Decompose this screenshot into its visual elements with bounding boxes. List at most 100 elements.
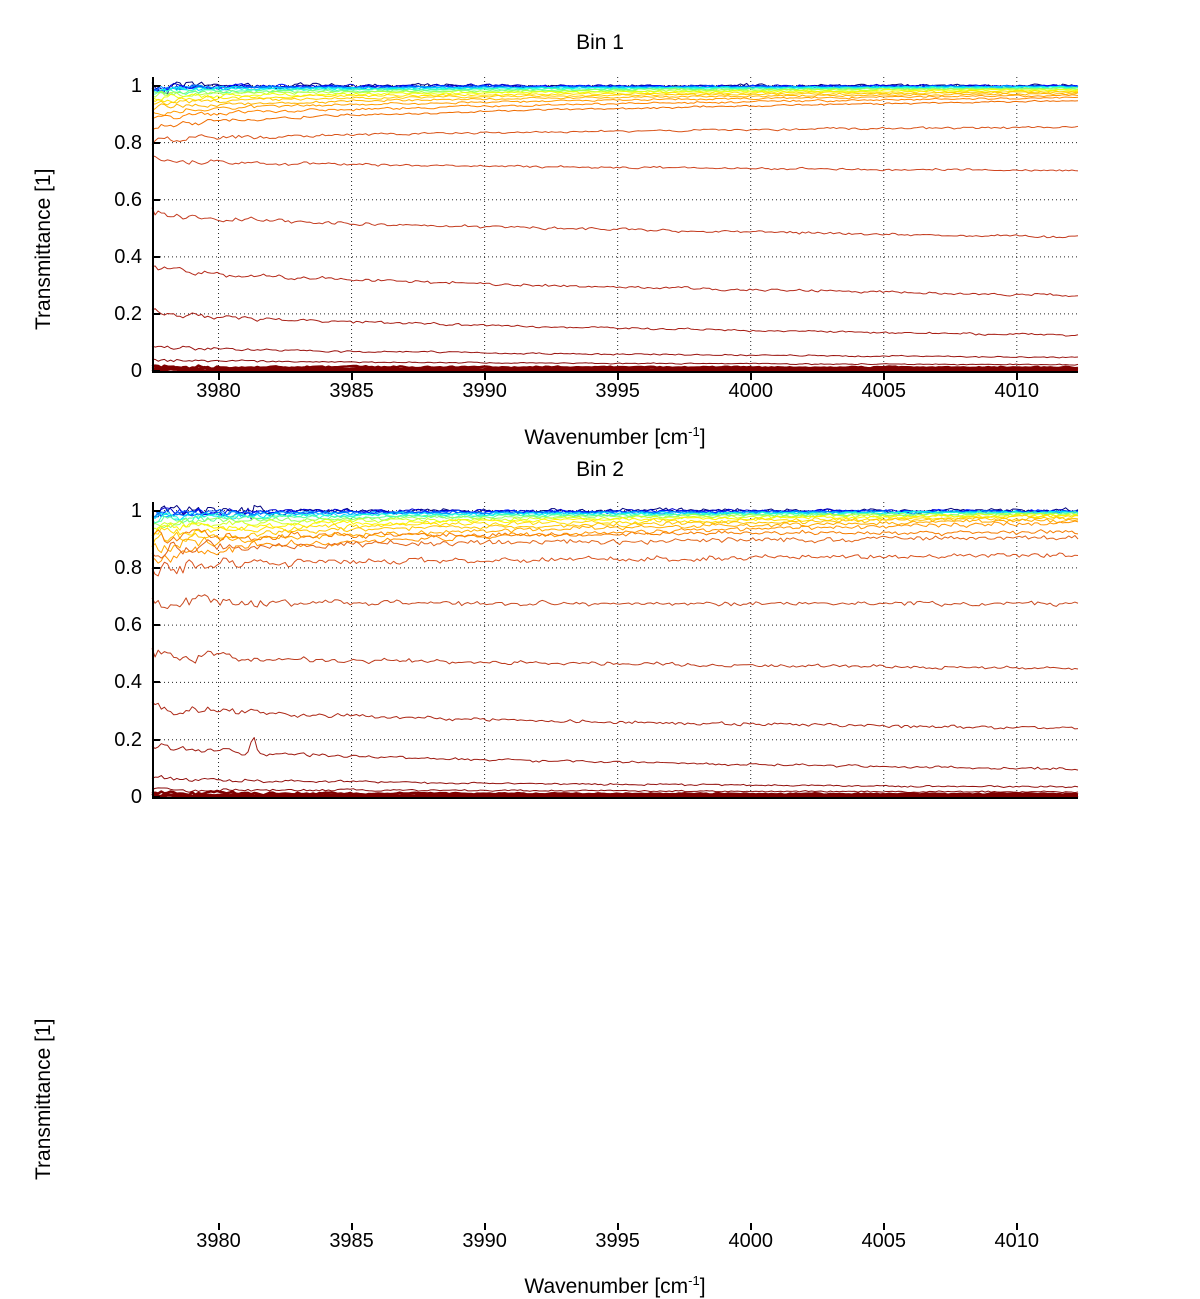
- y-tick-label: 0.6: [114, 188, 142, 211]
- y-tick-mark: [152, 255, 160, 258]
- y-tick-label: 0.6: [114, 614, 142, 637]
- y-tick-mark: [152, 312, 160, 315]
- x-tick-mark: [483, 1223, 486, 1230]
- panel-title-bin1: Bin 1: [576, 31, 624, 54]
- spectrum-line: [151, 89, 1079, 104]
- x-tick-mark: [350, 373, 353, 380]
- x-axis-label-text: Wavenumber [cm: [524, 1275, 689, 1298]
- x-tick-label: 3980: [196, 380, 241, 402]
- y-tick-mark: [152, 370, 160, 372]
- spectrum-line: [151, 92, 1079, 112]
- spectrum-line: [151, 125, 1079, 146]
- spectra-curves-bin2: [151, 504, 1079, 799]
- y-tick-label: 0.8: [114, 131, 142, 154]
- y-tick-mark: [152, 624, 160, 627]
- spectrum-line: [151, 358, 1079, 366]
- y-tick-mark: [152, 738, 160, 741]
- y-axis-spine-bin1: [152, 77, 154, 371]
- y-tick-label: 0.4: [114, 245, 142, 268]
- x-tick-mark: [217, 1223, 220, 1230]
- spectrum-line: [151, 345, 1079, 359]
- spectrum-line: [151, 648, 1079, 671]
- plot-area-bin1: 0 0.2 0.4 0.6 0.8 1: [114, 76, 1079, 381]
- spectrum-line: [151, 265, 1079, 298]
- y-tick-label: 0.2: [114, 302, 142, 325]
- x-axis-label-exponent: -1: [688, 424, 700, 439]
- spectrum-line: [151, 155, 1079, 172]
- y-tick-label: 0: [130, 786, 142, 808]
- y-axis-label-bin2: Transmittance [1]: [32, 1018, 55, 1180]
- x-tick-label: 3985: [329, 380, 374, 402]
- y-tick-label: 0: [130, 360, 142, 382]
- y-ticks-bin1: 0 0.2 0.4 0.6 0.8 1: [114, 76, 1078, 381]
- spectrum-line: [151, 528, 1079, 544]
- x-axis-label-text: Wavenumber [cm: [524, 426, 689, 449]
- x-axis-spine-bin2: [152, 797, 1078, 799]
- y-tick-mark: [152, 198, 160, 201]
- spectrum-line: [151, 775, 1079, 789]
- y-tick-label: 0.8: [114, 556, 142, 579]
- x-axis-label-bin1: Wavenumber [cm-1]: [152, 424, 1078, 450]
- spectrum-line: [151, 737, 1079, 771]
- x-tick-mark: [882, 1223, 885, 1230]
- x-tick-label: 4000: [728, 1230, 773, 1252]
- y-tick-mark: [152, 796, 160, 798]
- spectrum-line: [151, 520, 1079, 564]
- spectrum-line: [151, 308, 1079, 337]
- panel-bin1: Bin 1 Transmittance [1] 0 0.2 0.4 0.6 0.8 1 3…: [0, 0, 1200, 450]
- x-tick-label: 4010: [994, 380, 1040, 402]
- x-tick-mark: [749, 1223, 752, 1230]
- x-tick-mark: [616, 1223, 619, 1230]
- y-tick-label: 1: [130, 74, 142, 97]
- x-axis-label-tail: ]: [699, 426, 706, 449]
- x-tick-label: 4005: [861, 380, 907, 402]
- x-axis-label-bin2: Wavenumber [cm-1]: [152, 1273, 1078, 1299]
- y-tick-mark: [152, 84, 160, 87]
- spectrum-line: [151, 787, 1079, 794]
- x-tick-label: 3985: [329, 1230, 374, 1252]
- spectrum-line: [151, 514, 1079, 539]
- x-axis-spine-bin1: [152, 371, 1078, 373]
- x-tick-label: 4000: [728, 380, 773, 402]
- spectrum-line: [151, 594, 1079, 610]
- y-ticks-bin2: 0 0.2 0.4 0.6 0.8 1: [114, 501, 1078, 807]
- panel-title-bin2: Bin 2: [576, 458, 624, 481]
- spectrum-line: [151, 87, 1079, 98]
- spectrum-line: [151, 535, 1079, 559]
- x-tick-label: 4010: [994, 1230, 1040, 1252]
- spectrum-line: [151, 793, 1079, 799]
- spectrum-line: [151, 510, 1079, 521]
- x-tick-label: 3990: [462, 1230, 507, 1252]
- spectrum-line: [151, 552, 1079, 577]
- x-tick-label: 3995: [595, 1230, 640, 1252]
- y-axis-spine-bin2: [152, 502, 154, 797]
- y-tick-mark: [152, 141, 160, 144]
- spectra-curves-bin1: [151, 81, 1079, 373]
- y-tick-label: 0.2: [114, 728, 142, 751]
- x-ticks-bin1: 3980 3985 3990 3995 4000 4005 4010: [152, 373, 1078, 403]
- y-tick-mark: [152, 566, 160, 569]
- x-tick-label: 3995: [595, 380, 640, 402]
- spectrum-line: [151, 207, 1079, 239]
- x-axis-label-exponent: -1: [688, 1273, 700, 1288]
- x-tick-mark: [217, 373, 220, 380]
- x-tick-label: 3980: [196, 1230, 241, 1252]
- x-tick-label: 4005: [861, 1230, 907, 1252]
- spectrum-line: [151, 94, 1079, 116]
- x-tick-mark: [882, 373, 885, 380]
- y-tick-mark: [152, 681, 160, 684]
- spectrum-line: [151, 99, 1079, 131]
- panel-bin2: Bin 2 Transmittance [1] 0 0.2 0.4 0.6 0.8 1 3…: [0, 425, 1200, 1298]
- spectrum-line: [151, 516, 1079, 547]
- spectrum-line: [151, 510, 1079, 524]
- x-tick-mark: [350, 1223, 353, 1230]
- y-axis-label-bin1: Transmittance [1]: [32, 168, 55, 330]
- spectrum-line: [151, 367, 1079, 373]
- x-ticks-bin2: 3980 3985 3990 3995 4000 4005 4010: [152, 1223, 1078, 1253]
- spectrum-line: [151, 91, 1079, 106]
- spectrum-line: [151, 512, 1079, 529]
- x-tick-label: 3990: [462, 380, 507, 402]
- spectrum-line: [151, 701, 1079, 730]
- y-tick-mark: [152, 509, 160, 512]
